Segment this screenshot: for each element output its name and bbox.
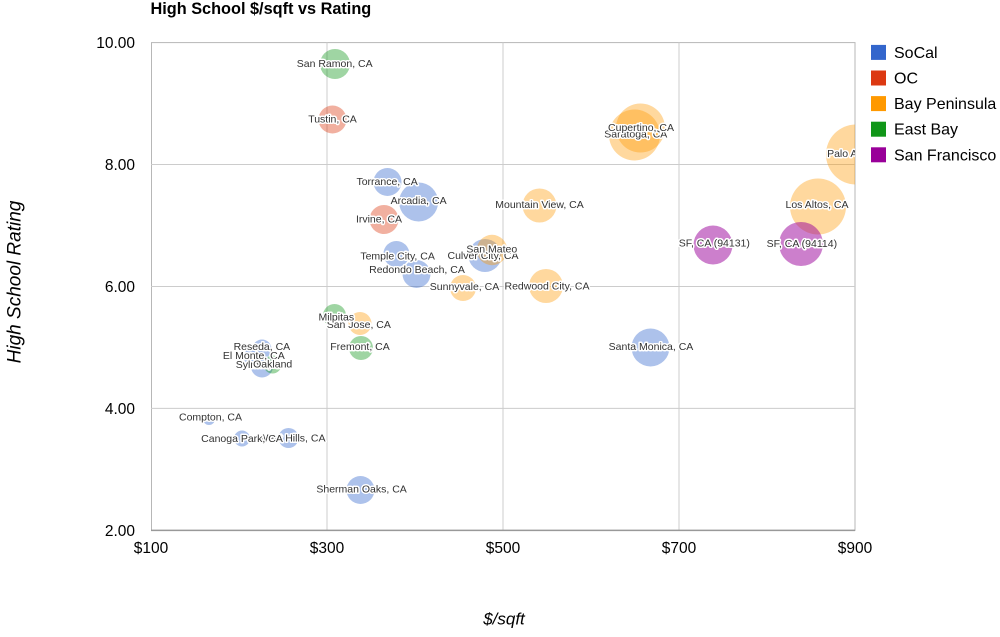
svg-text:Cupertino, CA: Cupertino, CA [608,122,674,134]
svg-text:Compton, CA: Compton, CA [179,412,242,424]
svg-text:Bay Peninsula: Bay Peninsula [894,96,996,113]
svg-text:Reseda, CA: Reseda, CA [234,341,291,353]
svg-text:El Monte, CA: El Monte, CA [223,350,285,362]
svg-text:Saratoga, CA: Saratoga, CA [604,129,667,141]
svg-text:Torrance, CA: Torrance, CA [356,176,417,188]
svg-text:$900: $900 [838,540,873,557]
svg-text:Redwood City, CA: Redwood City, CA [504,281,589,293]
svg-text:Canoga Park, CA: Canoga Park, CA [201,433,283,445]
svg-text:Culver City, CA: Culver City, CA [448,250,519,262]
svg-text:$300: $300 [310,540,345,557]
svg-text:Sunnyvale, CA: Sunnyvale, CA [430,281,499,293]
svg-text:$500: $500 [486,540,521,557]
svg-text:High School Rating: High School Rating [5,200,26,363]
svg-text:San Mateo: San Mateo [466,244,517,256]
svg-text:$700: $700 [662,540,697,557]
svg-text:SoCal: SoCal [894,45,938,62]
svg-text:8.00: 8.00 [105,157,136,174]
svg-text:Oakland: Oakland [253,359,292,371]
svg-text:Fremont, CA: Fremont, CA [330,341,390,353]
svg-text:2.00: 2.00 [105,523,136,540]
svg-text:$100: $100 [134,540,169,557]
svg-text:San Francisco: San Francisco [894,147,996,164]
svg-text:Tustin, CA: Tustin, CA [308,114,357,126]
svg-text:10.00: 10.00 [96,35,135,52]
svg-text:Los Altos, CA: Los Altos, CA [785,199,848,211]
svg-text:San Ramon, CA: San Ramon, CA [297,58,373,70]
svg-text:Mountain View, CA: Mountain View, CA [495,199,584,211]
svg-text:Arcadia, CA: Arcadia, CA [391,195,447,207]
svg-text:Santa Monica, CA: Santa Monica, CA [609,341,694,353]
svg-text:East Bay: East Bay [894,122,958,139]
svg-text:Palo Alto, CA: Palo Alto, CA [827,148,889,160]
svg-text:OC: OC [894,71,918,88]
svg-text:Sherman Oaks, CA: Sherman Oaks, CA [316,484,406,496]
svg-text:High School $/sqft vs Rating: High School $/sqft vs Rating [151,0,372,18]
svg-text:Sylmar, CA: Sylmar, CA [236,359,289,371]
svg-text:4.00: 4.00 [105,401,136,418]
svg-text:Temple City, CA: Temple City, CA [360,250,435,262]
svg-text:6.00: 6.00 [105,279,136,296]
svg-text:West Hills, CA: West Hills, CA [259,433,326,445]
svg-text:San Jose, CA: San Jose, CA [327,319,391,331]
svg-text:Irvine, CA: Irvine, CA [356,213,402,225]
svg-text:$/sqft: $/sqft [482,610,526,629]
svg-text:Redondo Beach, CA: Redondo Beach, CA [369,264,465,276]
svg-text:SF, CA (94114): SF, CA (94114) [767,238,837,250]
svg-text:Milpitas: Milpitas [319,312,355,324]
svg-text:SF, CA (94131): SF, CA (94131) [679,237,750,249]
